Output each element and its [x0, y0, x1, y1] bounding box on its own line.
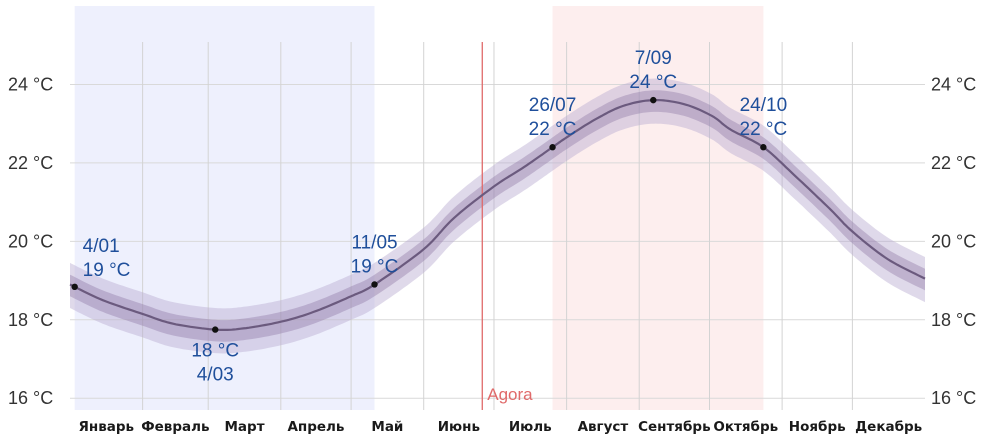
mean-line	[69, 99, 926, 331]
annotation-point	[212, 326, 219, 333]
annotation-label: 4/03	[197, 365, 234, 386]
y-tick-label-right: 20 °C	[931, 231, 976, 251]
y-axis-ticks: 16 °C 16 °C 18 °C 18 °C 20 °C 20 °C 22 °C 22 °C…	[8, 74, 976, 408]
inner-band	[70, 90, 925, 342]
annotation-label: 11/05	[351, 232, 397, 253]
y-tick-label-left: 18 °C	[8, 310, 53, 330]
annotation-label: 22 °C	[529, 119, 577, 140]
annotation-label: 19 °C	[351, 256, 399, 277]
annotation-label: 26/07	[529, 95, 577, 116]
outer-band	[70, 78, 925, 354]
y-tick-label-left: 16 °C	[8, 388, 53, 408]
month-label: Апрель	[287, 419, 344, 435]
month-label: Январь	[79, 419, 135, 435]
month-label: Август	[578, 419, 629, 435]
annotation-point	[650, 96, 657, 104]
annotation-label: 24 °C	[629, 72, 677, 93]
y-tick-label-left: 22 °C	[8, 153, 53, 173]
annotation-label: 4/01	[83, 236, 120, 257]
y-tick-label-left: 24 °C	[8, 74, 53, 94]
month-label: Октябрь	[713, 419, 778, 435]
month-label: Ноябрь	[789, 419, 846, 435]
month-label: Март	[224, 419, 264, 435]
annotation-label: 22 °C	[740, 119, 788, 140]
annotation-label: 24/10	[740, 95, 788, 116]
now-marker: Agora	[481, 42, 533, 410]
shaded-periods	[74, 6, 764, 410]
now-marker-label: Agora	[487, 385, 533, 404]
uncertainty-bands	[70, 78, 925, 354]
cold-season-region	[74, 6, 375, 410]
warm-season-region	[552, 6, 764, 410]
x-axis-ticks: Январь Февраль Март Апрель Май Июнь Июль Август…	[79, 419, 923, 435]
mean-temperature-line	[69, 99, 926, 331]
annotations: 4/01 19 °C 18 °C 4/03 11/05 19 °C 26/07 22 °C 7/…	[83, 48, 788, 385]
month-label: Февраль	[141, 419, 209, 435]
annotation-label: 18 °C	[191, 341, 239, 362]
month-label: Май	[371, 419, 403, 435]
month-label: Сентябрь	[638, 419, 711, 435]
y-tick-label-right: 22 °C	[931, 153, 976, 173]
annotation-label: 7/09	[635, 48, 672, 69]
annotation-point	[760, 144, 767, 151]
annotation-point	[549, 144, 556, 151]
annotation-label: 19 °C	[83, 260, 131, 281]
month-label: Декабрь	[855, 419, 922, 435]
y-tick-label-right: 18 °C	[931, 310, 976, 330]
month-label: Июнь	[438, 419, 480, 435]
annotation-points	[71, 96, 767, 333]
y-tick-label-left: 20 °C	[8, 231, 53, 251]
y-tick-label-right: 16 °C	[931, 388, 976, 408]
annotation-point	[371, 281, 378, 288]
annotation-point	[71, 283, 78, 291]
y-tick-label-right: 24 °C	[931, 74, 976, 94]
month-label: Июль	[509, 419, 552, 435]
